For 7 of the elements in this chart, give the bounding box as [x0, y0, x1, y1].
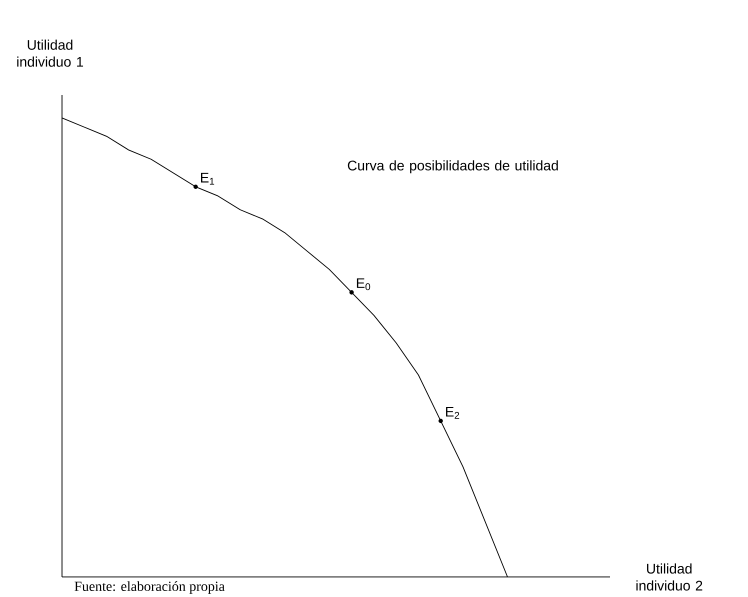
y-axis-title: Utilidad individuo 1 — [17, 40, 84, 67]
annotation: E$_{1}$ — [201, 172, 214, 185]
annotation: E$_{2}$ — [446, 406, 460, 419]
text: Utilidad individuo 2 — [636, 563, 702, 591]
annotation: E$_{0}$ — [356, 278, 370, 290]
annotation: Curva de posibilidades de utilidad — [348, 160, 558, 174]
source-note: Fuente: elaboración propia — [74, 581, 225, 594]
